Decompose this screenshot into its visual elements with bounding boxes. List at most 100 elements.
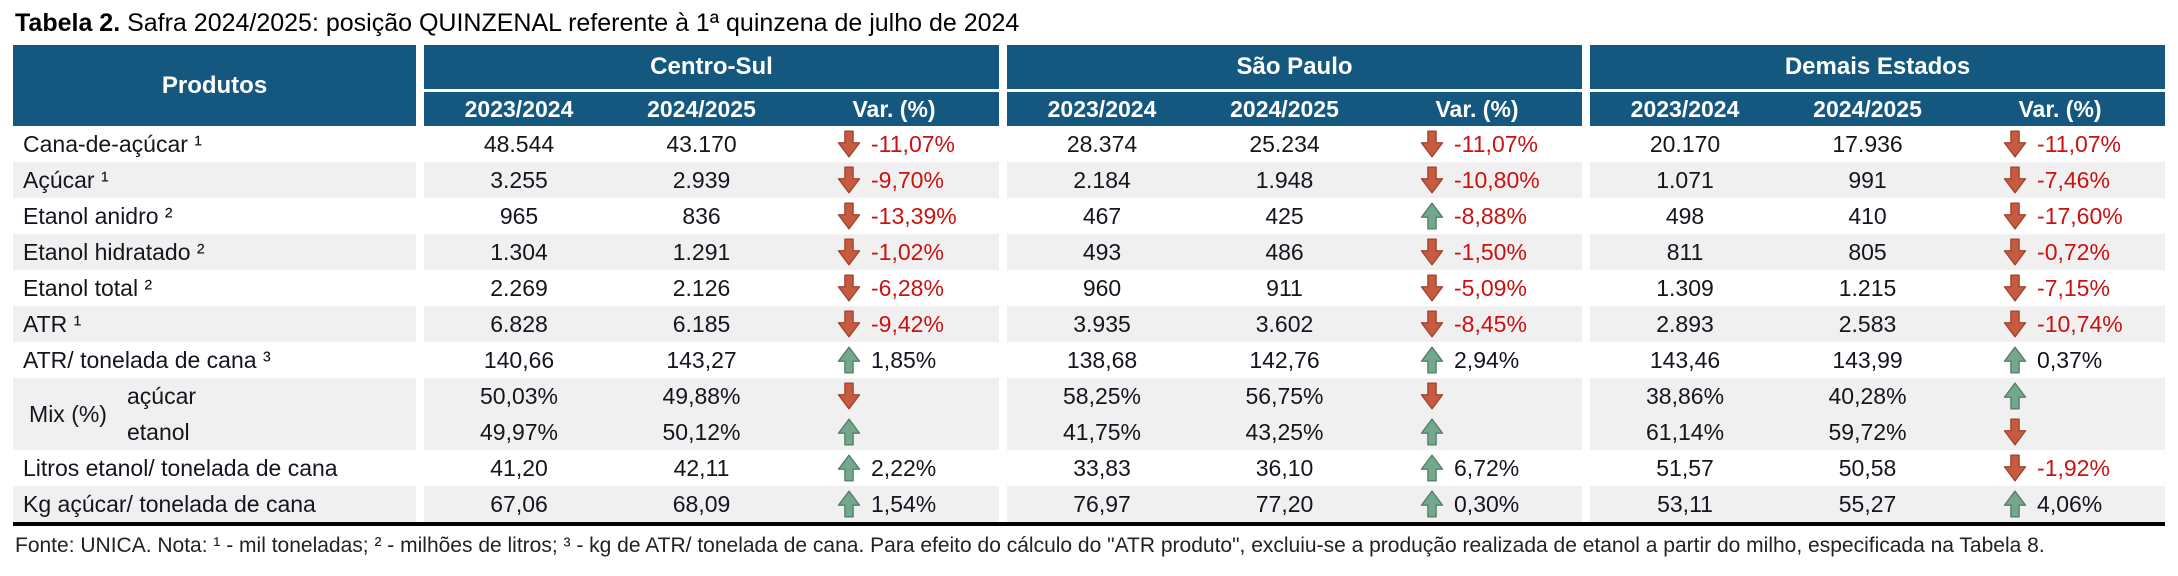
value-cell: 49,88% xyxy=(614,378,790,414)
up-arrow-icon xyxy=(837,418,861,446)
variation-indicator: -1,50% xyxy=(1372,234,1582,270)
table-row: etanol 49,97% 50,12% 41,75% 43,25% 61,14% 59,7… xyxy=(13,414,2166,450)
variation-value: -1,50% xyxy=(1454,238,1527,265)
variation-cell: -8,88% xyxy=(1372,198,1582,234)
variation-indicator: -9,42% xyxy=(789,306,999,342)
column-gap xyxy=(999,486,1008,524)
variation-value: -7,46% xyxy=(2037,166,2110,193)
table-row: Kg açúcar/ tonelada de cana 67,06 68,09 1,5… xyxy=(13,486,2166,524)
table-title: Tabela 2. Safra 2024/2025: posição QUINZ… xyxy=(0,0,2178,43)
variation-value: 2,94% xyxy=(1454,346,1520,373)
variation-indicator: 0,37% xyxy=(1955,342,2165,378)
variation-cell: -11,07% xyxy=(1955,126,2165,162)
value-cell: 2.893 xyxy=(1590,306,1781,342)
value-cell: 20.170 xyxy=(1649,130,1721,157)
variation-indicator: 6,72% xyxy=(1372,450,1582,486)
variation-cell: -8,45% xyxy=(1372,306,1583,342)
variation-cell: -7,46% xyxy=(1955,162,2166,198)
up-arrow-icon xyxy=(2003,490,2027,518)
table-row: Etanol total ² 2.269 2.126 -6,28% 960 911 -5,0… xyxy=(13,270,2165,306)
column-gap xyxy=(1582,342,1591,378)
table-row: ATR/ tonelada de cana ³ 140,66 143,27 1,85%… xyxy=(13,342,2165,378)
variation-cell xyxy=(1955,378,2166,414)
variation-cell: -11,07% xyxy=(1372,126,1582,162)
value-cell: 48.544 xyxy=(483,130,555,157)
variation-cell: -17,60% xyxy=(1955,198,2165,234)
header-products: Produtos xyxy=(13,45,417,126)
table-row: Mix (%) açúcar 50,03% 49,88% 58,25% 56,75% 38,… xyxy=(13,378,2166,450)
variation-value: -9,42% xyxy=(871,310,944,337)
up-arrow-icon xyxy=(1420,454,1444,482)
table-title-text: Safra 2024/2025: posição QUINZENAL refer… xyxy=(120,9,1020,37)
value-cell: 36,10 xyxy=(1255,454,1314,481)
variation-value: -9,70% xyxy=(871,166,944,193)
variation-indicator xyxy=(1955,414,2165,450)
variation-indicator xyxy=(1955,378,2165,414)
value-cell: 425 xyxy=(1265,202,1304,229)
variation-cell: 4,06% xyxy=(1955,486,2166,524)
variation-cell: -9,70% xyxy=(789,162,1000,198)
value-cell: 43,25% xyxy=(1197,414,1373,450)
value-cell: 49,97% xyxy=(424,414,615,450)
value-cell: 2.939 xyxy=(614,162,790,198)
header-de-2023-2024: 2023/2024 xyxy=(1590,90,1781,126)
column-gap xyxy=(1582,486,1591,524)
product-cell: Mix (%) xyxy=(13,378,123,450)
header-sp-var: Var. (%) xyxy=(1372,90,1583,126)
variation-value: -1,92% xyxy=(2037,454,2110,481)
value-cell: 1.215 xyxy=(1838,274,1897,301)
value-cell: 41,20 xyxy=(490,454,548,481)
variation-value: 1,54% xyxy=(871,490,937,517)
column-gap xyxy=(999,342,1008,378)
value-cell: 55,27 xyxy=(1780,486,1956,524)
column-gap xyxy=(999,306,1008,342)
variation-value: 2,22% xyxy=(871,454,937,481)
value-cell: 486 xyxy=(1197,234,1373,270)
value-cell: 960 xyxy=(1082,274,1122,301)
variation-cell: -7,15% xyxy=(1955,270,2165,306)
variation-indicator: -7,46% xyxy=(1955,162,2165,198)
variation-indicator: 0,30% xyxy=(1372,486,1582,522)
column-gap xyxy=(999,414,1008,450)
variation-indicator: 1,85% xyxy=(789,342,999,378)
table-row: Litros etanol/ tonelada de cana 41,20 42,1… xyxy=(13,450,2165,486)
variation-cell: -9,42% xyxy=(789,306,1000,342)
up-arrow-icon xyxy=(837,454,861,482)
value-cell: 25.234 xyxy=(1249,130,1320,157)
header-cs-2024-2025: 2024/2025 xyxy=(614,90,790,126)
value-cell: 1.309 xyxy=(1656,274,1714,301)
value-cell: 3.602 xyxy=(1197,306,1373,342)
table-row: Cana-de-açúcar ¹ 48.544 43.170 -11,07% 28.37… xyxy=(13,126,2165,162)
value-cell: 142,76 xyxy=(1249,346,1320,373)
down-arrow-icon xyxy=(837,130,861,158)
down-arrow-icon xyxy=(1420,130,1444,158)
down-arrow-icon xyxy=(837,310,861,338)
data-table: Produtos Centro-Sul São Paulo Demais Est… xyxy=(13,45,2166,526)
variation-indicator: 2,22% xyxy=(789,450,999,486)
down-arrow-icon xyxy=(2003,274,2027,302)
variation-value: -13,39% xyxy=(871,202,957,229)
variation-cell xyxy=(789,414,1000,450)
column-gap xyxy=(1582,306,1591,342)
variation-cell: -10,74% xyxy=(1955,306,2166,342)
value-cell: 493 xyxy=(1007,234,1198,270)
value-cell: 53,11 xyxy=(1590,486,1781,524)
variation-cell: 2,94% xyxy=(1372,342,1582,378)
column-gap xyxy=(416,45,425,126)
down-arrow-icon xyxy=(2003,238,2027,266)
value-cell: 40,28% xyxy=(1780,378,1956,414)
column-gap xyxy=(1582,198,1591,234)
product-cell: Kg açúcar/ tonelada de cana xyxy=(13,486,417,524)
value-cell: 1.291 xyxy=(614,234,790,270)
down-arrow-icon xyxy=(1420,274,1444,302)
value-cell: 805 xyxy=(1780,234,1956,270)
value-cell: 43.170 xyxy=(666,130,737,157)
value-cell: 2.269 xyxy=(490,274,548,301)
column-gap xyxy=(1582,162,1591,198)
down-arrow-icon xyxy=(837,202,861,230)
value-cell: 33,83 xyxy=(1073,454,1131,481)
product-cell: ATR/ tonelada de cana ³ xyxy=(23,346,271,373)
table-header: Produtos Centro-Sul São Paulo Demais Est… xyxy=(13,45,2166,126)
variation-value: -7,15% xyxy=(2037,274,2110,301)
variation-indicator xyxy=(789,414,999,450)
